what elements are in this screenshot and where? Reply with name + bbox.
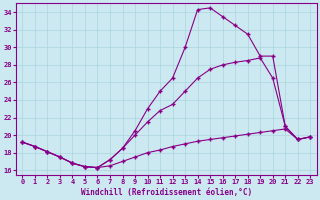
X-axis label: Windchill (Refroidissement éolien,°C): Windchill (Refroidissement éolien,°C) <box>81 188 252 197</box>
